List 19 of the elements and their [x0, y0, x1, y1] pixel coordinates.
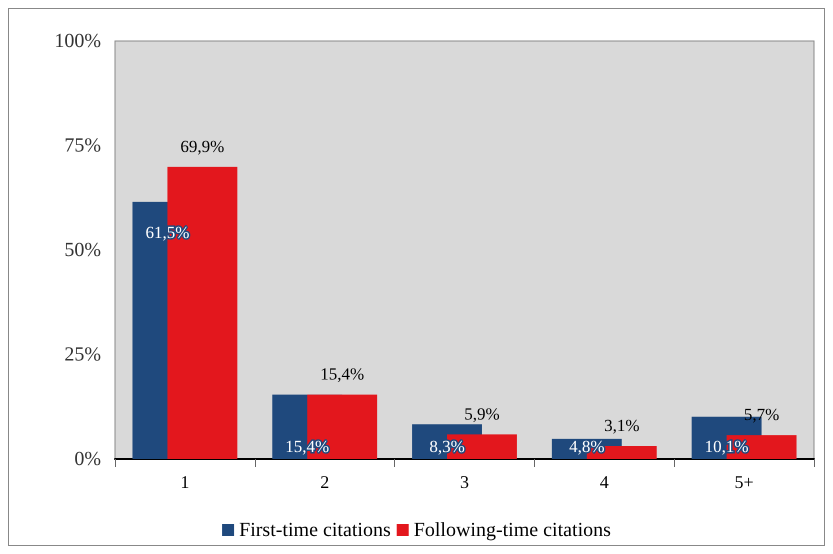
y-tick-label: 50%: [64, 239, 101, 261]
x-tick-label: 3: [460, 472, 469, 492]
y-tick-label: 75%: [64, 134, 101, 156]
data-label: 3,1%: [604, 416, 640, 436]
x-tick-label: 1: [180, 472, 190, 492]
legend-label: Following-time citations: [414, 519, 612, 541]
legend-label: First-time citations: [239, 519, 391, 541]
data-label: 69,9%: [180, 136, 224, 156]
x-tick-label: 5+: [734, 472, 754, 492]
data-label: 61,5%: [145, 222, 190, 242]
data-label: 4,8%: [569, 437, 605, 456]
y-tick-label: 0%: [74, 448, 101, 470]
data-label: 15,4%: [320, 364, 364, 384]
x-tick-label: 4: [600, 472, 609, 492]
y-tick-label: 100%: [54, 30, 101, 52]
y-tick-label: 25%: [64, 344, 101, 366]
x-tick-label: 2: [320, 472, 330, 492]
data-label: 5,9%: [464, 404, 500, 424]
data-label: 5,7%: [744, 405, 780, 424]
